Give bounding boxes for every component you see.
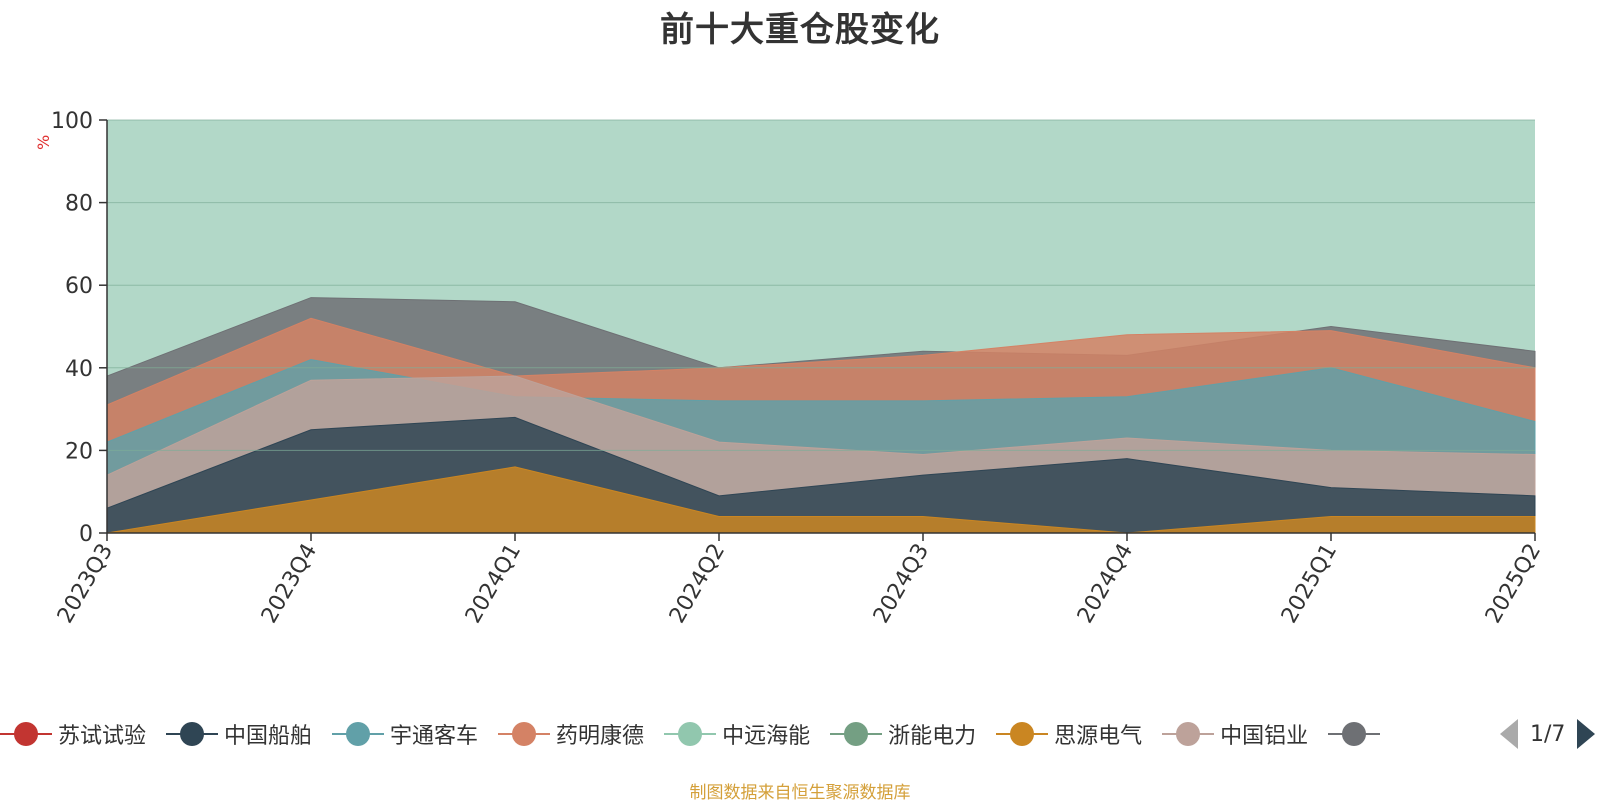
prev-page-icon[interactable] — [1500, 719, 1518, 749]
grid-lines — [107, 119, 1535, 451]
legend-marker-icon — [1162, 720, 1215, 748]
legend-label: 中远海能 — [722, 724, 811, 749]
x-tick-label: 2025Q1 — [1277, 540, 1342, 628]
legend-item[interactable]: 中国铝业 — [1162, 714, 1328, 754]
page-indicator: 1/7 — [1530, 721, 1566, 747]
area-layer-5 — [106, 466, 1536, 534]
x-tick-label: 2024Q1 — [461, 540, 526, 628]
x-tick-label: 2024Q4 — [1073, 540, 1138, 628]
legend-marker-icon — [332, 720, 385, 748]
y-tick-label: 20 — [65, 439, 93, 464]
legend-marker-icon — [1328, 720, 1381, 748]
legend-label: 药明康德 — [556, 724, 645, 749]
y-axis-label: % — [34, 134, 53, 150]
x-tick-label: 2023Q3 — [53, 540, 118, 628]
data-source-note: 制图数据来自恒生聚源数据库 — [689, 783, 911, 803]
axes — [106, 120, 1535, 534]
legend-label: 宇通客车 — [390, 724, 479, 749]
legend-label: 苏试试验 — [58, 724, 147, 749]
x-tick-label: 2024Q2 — [665, 540, 730, 628]
legend-item[interactable]: 苏试试验 — [0, 714, 166, 754]
legend-item[interactable]: 浙能电力 — [830, 714, 996, 754]
legend-item[interactable]: 药明康德 — [498, 714, 664, 754]
y-tick-label: 60 — [65, 274, 93, 299]
area-layers — [106, 297, 1536, 534]
legend-marker-icon — [0, 720, 52, 748]
chart-title: 前十大重仓股变化 — [660, 10, 940, 50]
y-tick-label: 0 — [79, 522, 93, 547]
legend-label: 中国船舶 — [224, 724, 313, 749]
legend-pager: 1/7 — [1500, 716, 1596, 752]
legend-marker-icon — [166, 720, 219, 748]
legend: 苏试试验 中国船舶 宇通客车 药明康德 中远海能 浙能电力 思源电气 中国铝业 — [0, 714, 1495, 754]
legend-item[interactable]: 中远海能 — [664, 714, 830, 754]
y-tick-label: 80 — [65, 192, 93, 217]
y-tick-label: 40 — [65, 357, 93, 382]
legend-label: 浙能电力 — [888, 724, 977, 749]
x-tick-label: 2024Q3 — [869, 540, 934, 628]
x-tick-label: 2025Q2 — [1481, 540, 1546, 628]
legend-marker-icon — [996, 720, 1049, 748]
legend-item[interactable] — [1328, 714, 1406, 754]
x-tick-label: 2023Q4 — [257, 540, 322, 628]
legend-item[interactable]: 宇通客车 — [332, 714, 498, 754]
legend-marker-icon — [664, 720, 717, 748]
legend-item[interactable]: 中国船舶 — [166, 714, 332, 754]
next-page-icon[interactable] — [1577, 719, 1596, 749]
legend-item[interactable]: 思源电气 — [996, 714, 1162, 754]
y-tick-label: 100 — [51, 109, 93, 134]
legend-marker-icon — [830, 720, 883, 748]
legend-label: 中国铝业 — [1220, 724, 1309, 749]
legend-marker-icon — [498, 720, 551, 748]
legend-label: 思源电气 — [1054, 724, 1143, 749]
